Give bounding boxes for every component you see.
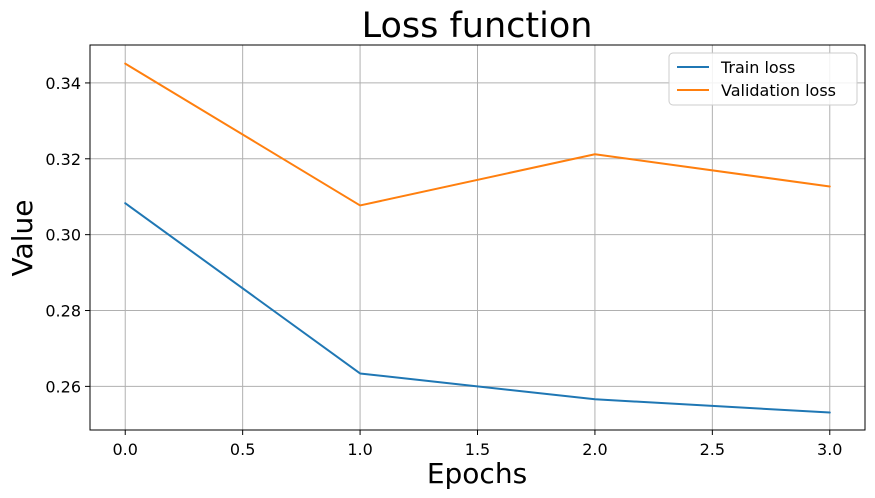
- series-line-train-loss: [124, 202, 831, 414]
- series-line-validation-loss: [124, 62, 831, 207]
- legend: Train loss Validation loss: [668, 52, 858, 106]
- x-tick-label: 3.0: [817, 440, 842, 459]
- y-tick-label: 0.34: [45, 74, 81, 93]
- y-tick-label: 0.26: [45, 377, 81, 396]
- x-tick-label: 0.5: [230, 440, 255, 459]
- x-tick-label: 2.5: [700, 440, 725, 459]
- grid-layer: [90, 45, 865, 430]
- x-tick-label: 1.0: [347, 440, 372, 459]
- x-tick-label: 1.5: [465, 440, 490, 459]
- x-tick-label: 0.0: [113, 440, 138, 459]
- legend-entry-label: Validation loss: [721, 81, 836, 100]
- series-layer: [124, 62, 831, 414]
- y-tick-label: 0.28: [45, 302, 81, 321]
- y-tick-label: 0.30: [45, 226, 81, 245]
- chart-title: Loss function: [362, 6, 593, 46]
- tick-layer: 0.0 0.5 1.0 1.5 2.0 2.5 3.0 0.26 0.28 0.30 0.32 0.3…: [45, 74, 842, 459]
- y-tick-label: 0.32: [45, 150, 81, 169]
- y-axis-label: Value: [6, 200, 39, 277]
- x-tick-label: 2.0: [582, 440, 607, 459]
- x-axis-label: Epochs: [427, 457, 527, 490]
- legend-entry-label: Train loss: [720, 58, 795, 77]
- legend-box: [668, 52, 858, 106]
